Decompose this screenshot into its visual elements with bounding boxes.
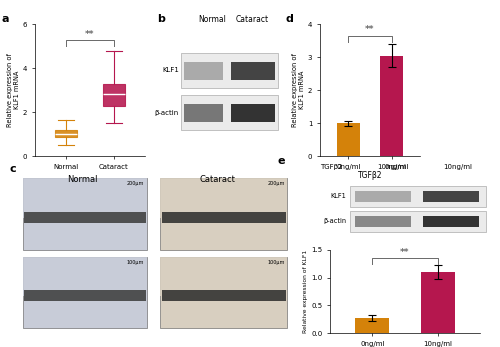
Bar [162, 212, 286, 223]
Bar [160, 178, 288, 218]
Text: Cataract: Cataract [199, 175, 235, 184]
Text: TGFβ2: TGFβ2 [320, 164, 343, 170]
Bar [337, 123, 359, 156]
Bar [160, 178, 288, 250]
Text: b: b [157, 14, 164, 24]
Bar [24, 290, 146, 301]
Bar [184, 62, 223, 80]
Bar [22, 256, 147, 328]
Bar [356, 318, 390, 333]
Text: 100μm: 100μm [127, 260, 144, 265]
Bar [230, 104, 274, 122]
Bar [350, 211, 486, 232]
Text: Cataract: Cataract [236, 15, 269, 24]
Bar [22, 178, 147, 250]
Text: 100μm: 100μm [267, 260, 284, 265]
Bar [355, 192, 411, 202]
Text: β-actin: β-actin [154, 110, 179, 116]
Bar [420, 272, 454, 333]
Bar [184, 104, 223, 122]
Bar [380, 56, 403, 156]
Y-axis label: Relative expression of
KLF1 mRNA: Relative expression of KLF1 mRNA [7, 53, 20, 127]
Bar [56, 130, 77, 137]
Bar [162, 290, 286, 301]
Text: Normal: Normal [67, 175, 98, 184]
Text: e: e [278, 156, 285, 166]
Bar [160, 256, 288, 328]
Bar [424, 217, 479, 227]
Text: Normal: Normal [198, 15, 226, 24]
Y-axis label: Relative expression of KLF1: Relative expression of KLF1 [304, 250, 308, 333]
Bar [181, 53, 278, 87]
Bar [355, 217, 411, 227]
Text: **: ** [86, 29, 95, 39]
Bar [230, 62, 274, 80]
Text: a: a [2, 14, 10, 24]
Text: **: ** [400, 247, 410, 256]
Y-axis label: Relative expression of
KLF1 mRNA: Relative expression of KLF1 mRNA [292, 53, 305, 127]
Bar [103, 84, 124, 105]
Text: β-actin: β-actin [323, 218, 346, 225]
Text: **: ** [366, 25, 375, 34]
Text: 10ng/ml: 10ng/ml [443, 164, 472, 170]
Text: KLF1: KLF1 [162, 67, 179, 74]
Text: c: c [9, 164, 16, 174]
Text: 200μm: 200μm [267, 181, 284, 186]
Bar [22, 178, 147, 218]
Bar [22, 256, 147, 296]
Bar [181, 95, 278, 130]
Text: 0ng/ml: 0ng/ml [384, 164, 408, 170]
Bar [350, 186, 486, 207]
Text: d: d [285, 14, 293, 24]
X-axis label: TGFβ2: TGFβ2 [358, 171, 382, 180]
Bar [160, 256, 288, 296]
Bar [24, 212, 146, 223]
Text: 200μm: 200μm [127, 181, 144, 186]
Text: KLF1: KLF1 [330, 193, 346, 200]
Bar [424, 192, 479, 202]
